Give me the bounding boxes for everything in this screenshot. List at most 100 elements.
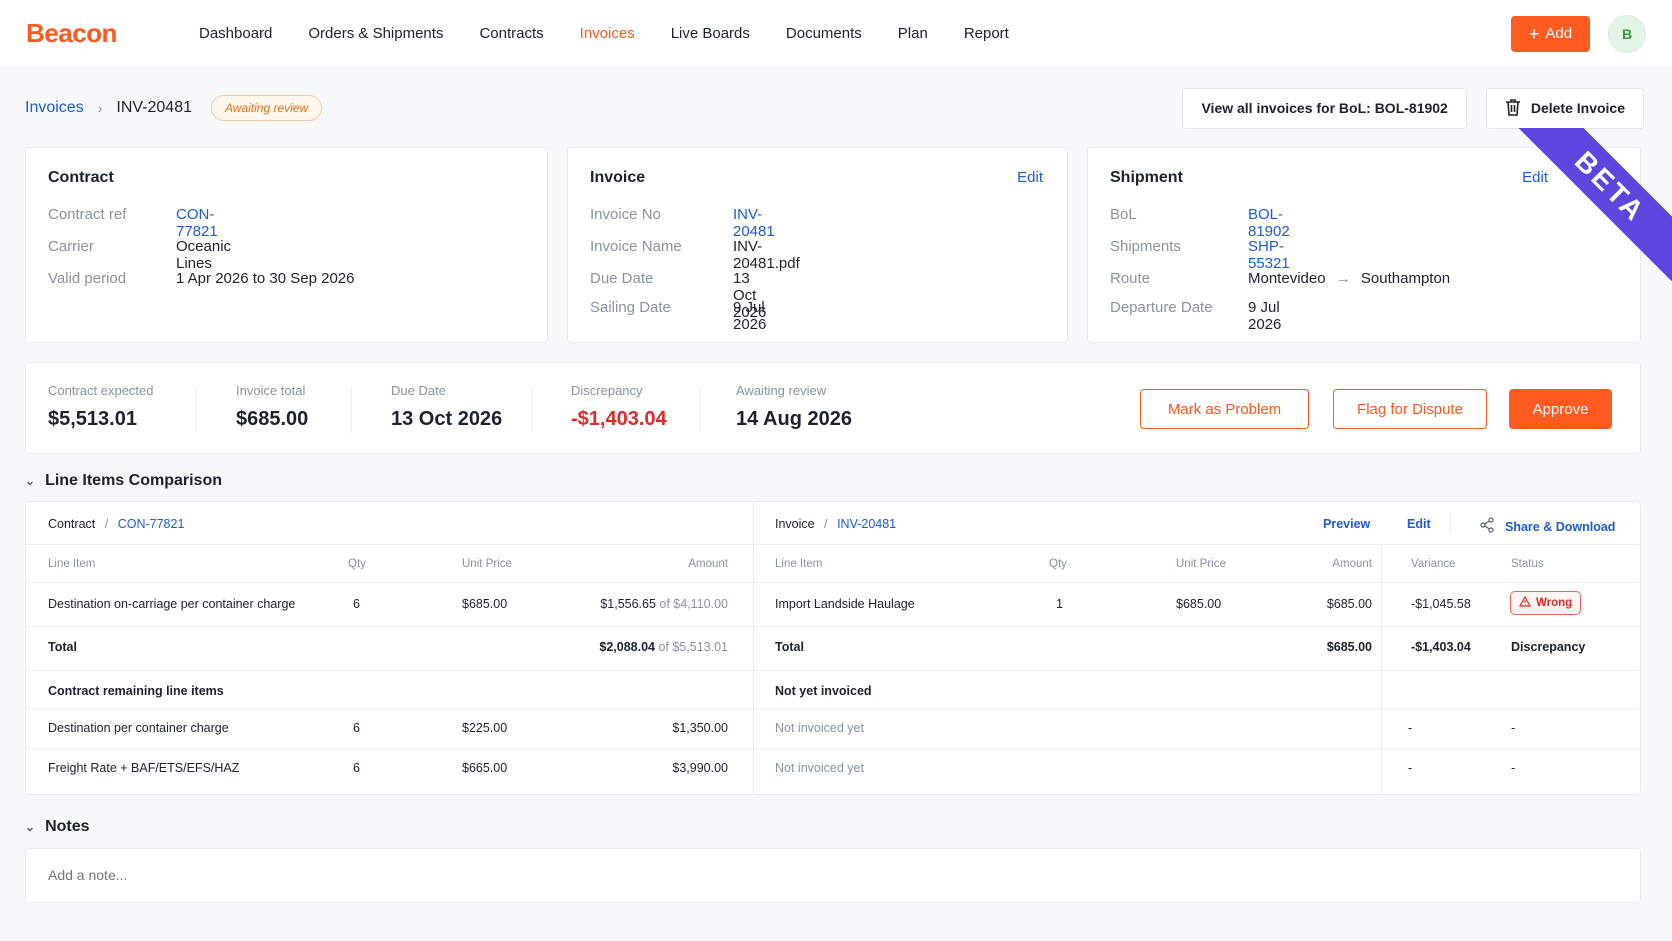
due-date-label: Due Date — [590, 270, 654, 287]
nav-item-invoices[interactable]: Invoices — [579, 25, 635, 42]
shipment-link[interactable]: SHP-55321 — [1248, 238, 1290, 272]
shipment-card: Shipment Edit BoL BOL-81902 Shipments SH… — [1087, 147, 1641, 343]
valid-period-value: 1 Apr 2026 to 30 Sep 2026 — [176, 270, 355, 287]
chevron-right-icon: › — [97, 100, 103, 116]
header-separator: / — [824, 517, 828, 531]
approve-button[interactable]: Approve — [1509, 389, 1612, 429]
invoice-header: Invoice / INV-20481 — [775, 517, 896, 531]
contract-ref-link[interactable]: CON-77821 — [117, 517, 185, 531]
divider — [26, 582, 1640, 583]
stat-awaiting-review: Awaiting review 14 Aug 2026 — [736, 383, 852, 431]
bol-link[interactable]: BOL-81902 — [1248, 206, 1290, 240]
divider — [26, 544, 1640, 545]
stat-value: 14 Aug 2026 — [736, 408, 852, 430]
nav-item-live-boards[interactable]: Live Boards — [670, 25, 750, 42]
contract-unit-price: $665.00 — [462, 761, 508, 775]
divider — [753, 502, 754, 794]
notes-section-toggle[interactable]: ⌄ Notes — [25, 818, 90, 836]
page-title: INV-20481 — [116, 99, 192, 116]
col-header-line-item: Line Item — [48, 558, 96, 570]
add-button[interactable]: + Add — [1511, 15, 1590, 52]
col-header-qty: Qty — [1049, 558, 1067, 570]
sailing-date-row: Sailing Date 9 Jul 2026 — [590, 299, 766, 333]
invoice-no-link[interactable]: INV-20481 — [733, 206, 775, 240]
route-origin: Montevideo — [1248, 270, 1326, 287]
divider — [196, 387, 197, 433]
contract-amount: $1,350.00 — [672, 721, 728, 735]
stat-invoice-total: Invoice total $685.00 — [236, 383, 308, 431]
top-navigation-bar: Beacon Dashboard Orders & Shipments Cont… — [0, 0, 1672, 68]
view-all-invoices-button[interactable]: View all invoices for BoL: BOL-81902 — [1182, 87, 1467, 129]
invoice-name-row: Invoice Name INV-20481.pdf — [590, 238, 800, 272]
note-input[interactable] — [48, 867, 1608, 883]
bol-row: BoL BOL-81902 — [1110, 206, 1290, 240]
nav-item-report[interactable]: Report — [963, 25, 1009, 42]
contract-qty: 6 — [353, 721, 360, 735]
contract-amount: $1,556.65 of $4,110.00 — [600, 597, 728, 611]
main-nav: Dashboard Orders & Shipments Contracts I… — [181, 25, 1027, 42]
total-variance-value: -$1,403.04 — [1411, 640, 1471, 654]
invoice-ref-link[interactable]: INV-20481 — [837, 517, 897, 531]
nav-item-dashboard[interactable]: Dashboard — [199, 25, 273, 42]
shipments-row: Shipments SHP-55321 — [1110, 238, 1290, 272]
divider — [531, 387, 532, 433]
invoice-card-title: Invoice — [590, 169, 646, 186]
stat-label: Invoice total — [236, 383, 306, 398]
valid-period-label: Valid period — [48, 270, 127, 287]
invoice-amount: $685.00 — [1326, 597, 1372, 611]
preview-button[interactable]: Preview — [1323, 517, 1371, 531]
stat-label: Contract expected — [48, 383, 154, 398]
departure-date-value: 9 Jul 2026 — [1248, 299, 1282, 333]
invoice-no-label: Invoice No — [590, 206, 661, 223]
contract-ref-link[interactable]: CON-77821 — [176, 206, 218, 240]
app-logo[interactable]: Beacon — [26, 18, 117, 48]
divider — [1381, 544, 1382, 794]
share-download-button[interactable]: Share & Download — [1479, 517, 1615, 536]
shipment-edit-button[interactable]: Edit — [1522, 169, 1548, 186]
contract-card: Contract Contract ref CON-77821 Carrier … — [25, 147, 548, 343]
col-header-status: Status — [1511, 558, 1544, 570]
delete-invoice-button[interactable]: Delete Invoice — [1485, 87, 1644, 129]
flag-for-dispute-button[interactable]: Flag for Dispute — [1333, 389, 1487, 429]
nav-item-orders-shipments[interactable]: Orders & Shipments — [308, 25, 444, 42]
total-status: Discrepancy — [1511, 640, 1586, 654]
invoice-total-label: Total — [775, 640, 804, 654]
edit-line-items-button[interactable]: Edit — [1407, 517, 1431, 531]
nav-item-documents[interactable]: Documents — [785, 25, 862, 42]
contract-line-item: Destination on-carriage per container ch… — [48, 597, 296, 611]
amount-value: $2,088.04 — [599, 640, 655, 654]
user-avatar[interactable]: B — [1608, 14, 1646, 53]
shipment-card-title: Shipment — [1110, 169, 1183, 186]
invoice-header-label: Invoice — [775, 517, 815, 531]
stat-label: Due Date — [391, 383, 446, 398]
amount-value: $1,556.65 — [600, 597, 656, 611]
not-invoiced-label: Not invoiced yet — [775, 761, 864, 775]
divider — [26, 708, 1640, 709]
chevron-down-icon: ⌄ — [25, 474, 36, 488]
divider — [699, 387, 700, 433]
invoice-edit-button[interactable]: Edit — [1017, 169, 1043, 186]
status-badge: Awaiting review — [210, 95, 323, 121]
invoice-total-amount: $685.00 — [1326, 640, 1372, 654]
notes-container — [25, 848, 1641, 903]
nav-item-contracts[interactable]: Contracts — [479, 25, 544, 42]
col-header-line-item: Line Item — [775, 558, 823, 570]
variance-value: - — [1408, 761, 1413, 775]
mark-as-problem-button[interactable]: Mark as Problem — [1140, 389, 1309, 429]
divider — [26, 626, 1640, 627]
divider — [351, 387, 352, 433]
line-items-section-toggle[interactable]: ⌄ Line Items Comparison — [25, 472, 222, 490]
valid-period-row: Valid period 1 Apr 2026 to 30 Sep 2026 — [48, 270, 354, 287]
stat-value: $685.00 — [236, 408, 309, 430]
invoice-line-item: Import Landside Haulage — [775, 597, 915, 611]
route-label: Route — [1110, 270, 1151, 287]
contract-line-item: Destination per container charge — [48, 721, 229, 735]
carrier-value: Oceanic Lines — [176, 238, 232, 272]
breadcrumb-invoices-link[interactable]: Invoices — [25, 99, 84, 116]
invoice-card: Invoice Edit Invoice No INV-20481 Invoic… — [567, 147, 1068, 343]
section-title: Line Items Comparison — [45, 472, 222, 489]
divider — [26, 670, 1640, 671]
add-button-label: Add — [1545, 25, 1573, 42]
arrow-right-icon: → — [1335, 270, 1351, 287]
nav-item-plan[interactable]: Plan — [897, 25, 928, 42]
